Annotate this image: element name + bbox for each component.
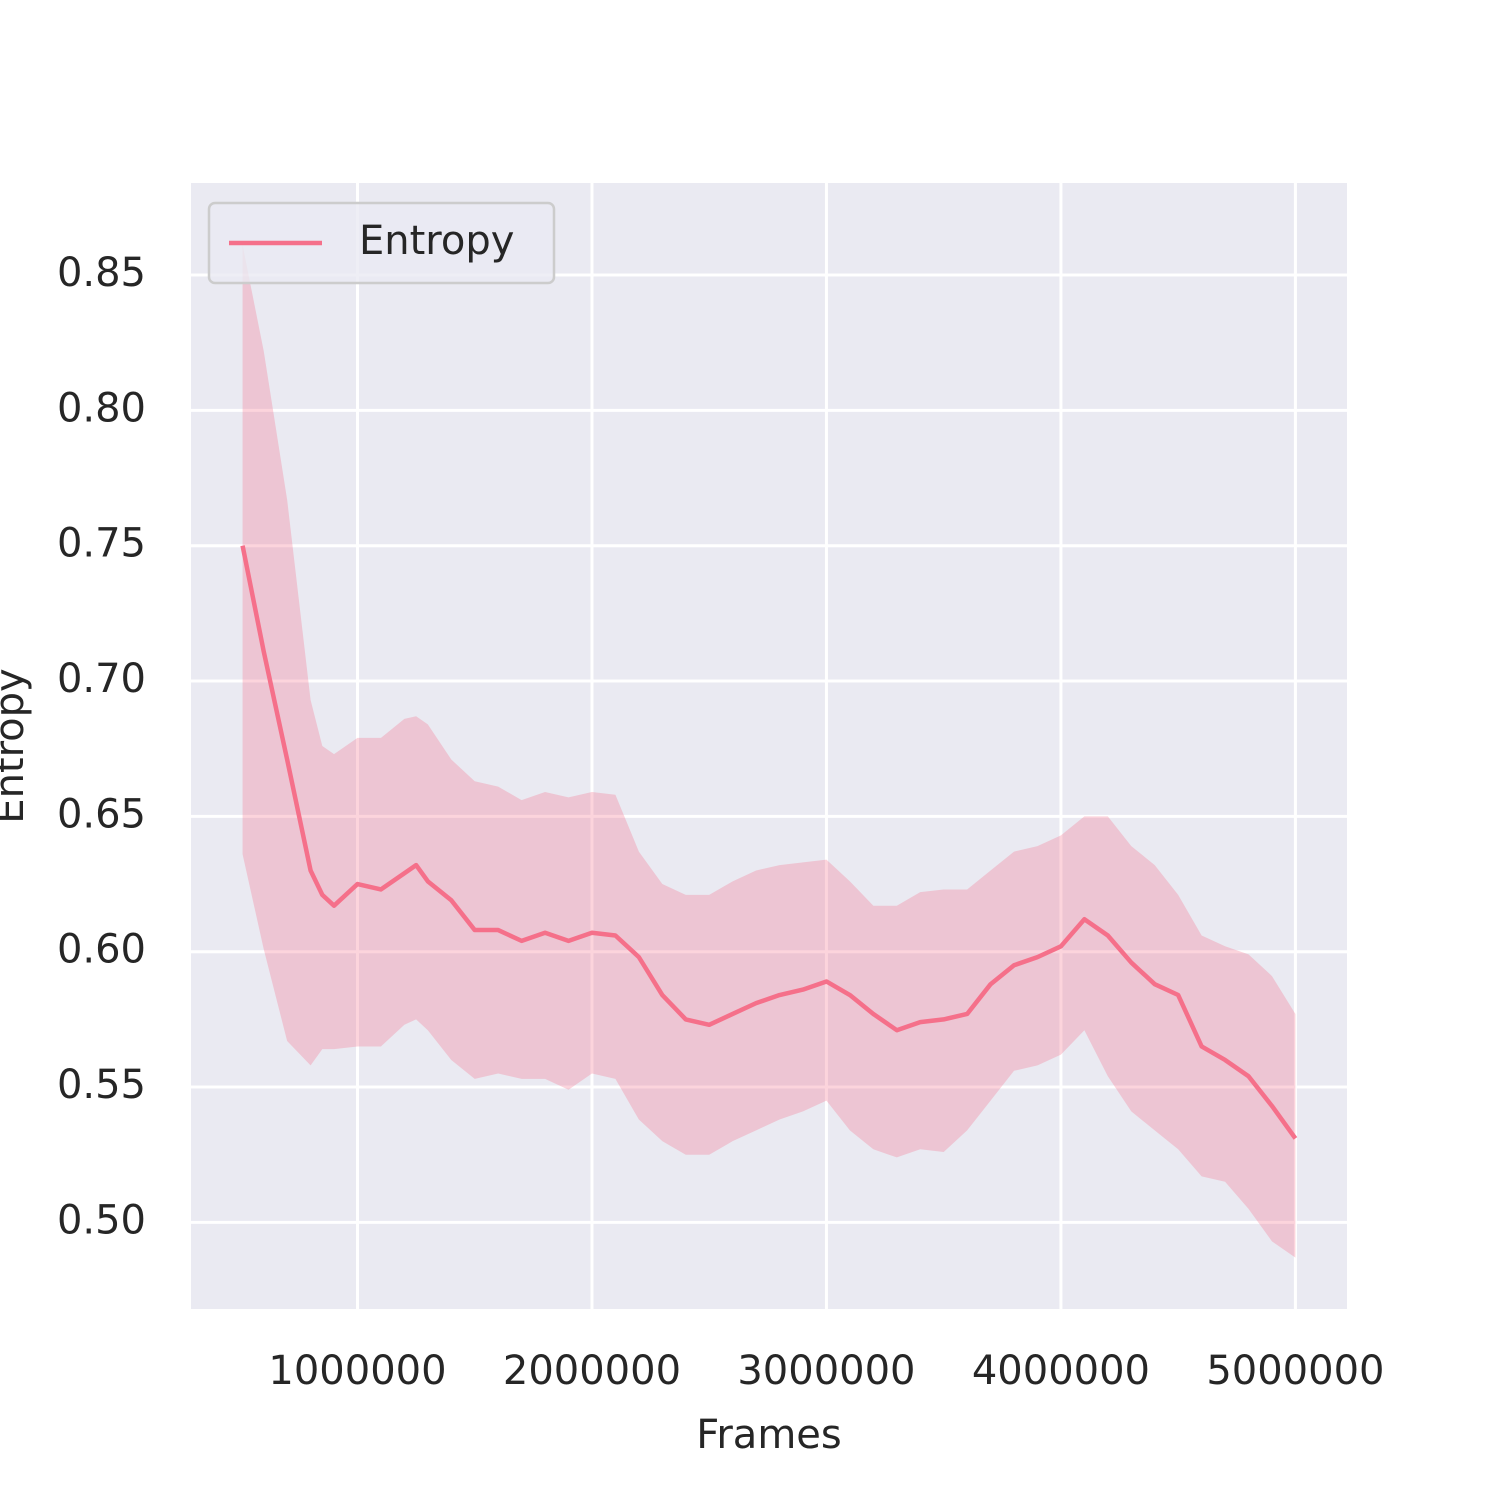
- x-tick-label: 2000000: [503, 1348, 681, 1394]
- y-axis-label: Entropy: [0, 668, 33, 823]
- y-tick-label: 0.65: [57, 791, 146, 837]
- y-tick-label: 0.55: [57, 1062, 146, 1108]
- x-tick-label: 5000000: [1206, 1348, 1384, 1394]
- x-tick-label: 3000000: [737, 1348, 915, 1394]
- x-axis-label: Frames: [696, 1412, 841, 1458]
- plot-background: [191, 183, 1347, 1309]
- line: [240, 545, 1298, 1140]
- y-tick-label: 0.80: [57, 385, 146, 431]
- x-tick-label: 4000000: [972, 1348, 1150, 1394]
- x-tick-label: 1000000: [268, 1348, 446, 1394]
- y-tick-label: 0.75: [57, 521, 146, 567]
- legend-label: Entropy: [359, 218, 514, 264]
- y-tick-label: 0.70: [57, 656, 146, 702]
- y-tick-label: 0.50: [57, 1197, 146, 1243]
- y-tick-label: 0.85: [57, 250, 146, 296]
- legend-box: [207, 201, 556, 285]
- error-band: [242, 245, 1296, 1258]
- y-tick-label: 0.60: [57, 927, 146, 973]
